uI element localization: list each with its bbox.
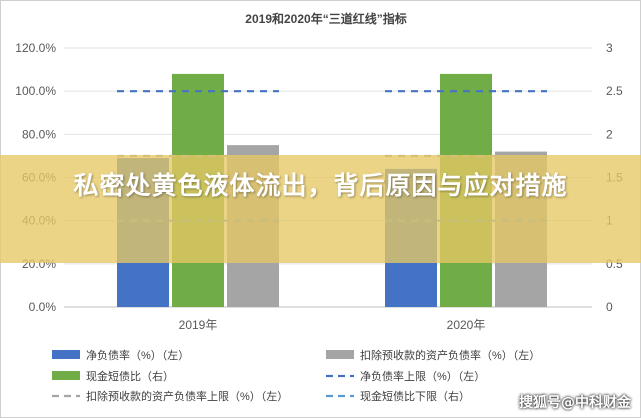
legend-label: 现金短债比下限（右） (360, 389, 470, 403)
y-right-tick-label: 3 (606, 41, 613, 55)
y-left-tick-label: 120.0% (15, 41, 56, 55)
legend-label: 净负债率（%）（左） (86, 348, 189, 362)
legend-swatch (326, 350, 354, 359)
y-left-tick-label: 80.0% (22, 127, 56, 141)
y-right-tick-label: 2.5 (606, 84, 623, 98)
headline-banner (0, 155, 641, 263)
legend: 净负债率（%）（左） 扣除预收款的资产负债率（%）（左） 现金短债比（右） 净负债率上… (52, 348, 540, 403)
x-tick-label: 2019年 (179, 318, 218, 332)
legend-label: 扣除预收款的资产负债率上限（%）（左） (86, 389, 288, 403)
y-right-tick-label: 0 (606, 300, 613, 314)
y-right-tick-label: 2 (606, 127, 613, 141)
x-tick-label: 2020年 (447, 318, 486, 332)
y-left-tick-label: 100.0% (15, 84, 56, 98)
y-left-tick-label: 0.0% (29, 300, 57, 314)
legend-swatch (52, 350, 80, 359)
x-axis: 2019年 2020年 (179, 318, 486, 332)
legend-label: 现金短债比（右） (86, 369, 174, 383)
chart-title: 2019和2020年“三道红线”指标 (245, 11, 406, 26)
legend-label: 净负债率上限（%）（左） (360, 369, 485, 383)
legend-swatch (52, 371, 80, 380)
headline-text: 私密处黄色液体流出，背后原因与应对措施 (73, 171, 568, 200)
legend-label: 扣除预收款的资产负债率（%）（左） (360, 348, 540, 362)
watermark: 搜狐号@中科财金 (519, 395, 631, 411)
